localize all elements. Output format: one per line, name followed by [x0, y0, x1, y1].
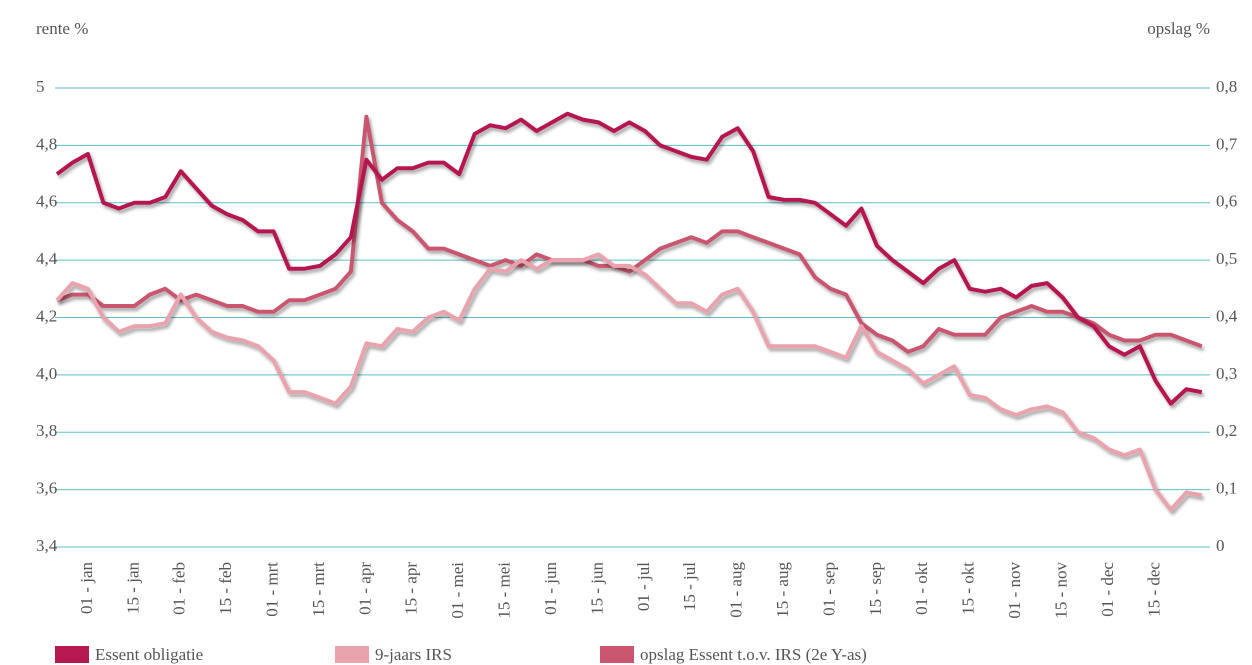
y-tick-label: 4,2: [36, 306, 57, 325]
y-tick-label: 5: [36, 77, 45, 96]
x-tick-label: 15 - dec: [1144, 562, 1163, 617]
line-series: [55, 111, 1203, 406]
x-tick-label: 01 - jul: [634, 562, 653, 611]
line-series: [55, 252, 1203, 512]
x-tick-label: 01 - mei: [448, 562, 467, 619]
x-tick-label: 01 - feb: [170, 562, 189, 615]
x-tick-label: 15 - mei: [495, 562, 514, 619]
x-tick-label: 01 - sep: [819, 562, 838, 616]
x-tick-label: 01 - apr: [355, 562, 374, 615]
y2-tick-label: 0,5: [1216, 249, 1237, 268]
x-tick-label: 15 - feb: [216, 562, 235, 615]
x-tick-label: 01 - mrt: [262, 562, 281, 617]
legend-label: opslag Essent t.o.v. IRS (2e Y-as): [640, 645, 867, 664]
x-tick-label: 15 - jan: [123, 562, 142, 614]
x-tick-label: 15 - aug: [773, 562, 792, 618]
x-tick-label: 01 - aug: [727, 562, 746, 618]
y2-tick-label: 0,6: [1216, 192, 1237, 211]
line-series: [56, 114, 1203, 354]
y2-tick-label: 0,2: [1216, 421, 1237, 440]
x-tick-label: 15 - mrt: [309, 562, 328, 617]
y2-tick-label: 0,1: [1216, 479, 1237, 498]
x-tick-label: 01 - okt: [912, 562, 931, 615]
x-tick-label: 15 - jun: [587, 562, 606, 615]
x-tick-label: 15 - nov: [1051, 562, 1070, 619]
y-tick-label: 3,6: [36, 479, 57, 498]
x-tick-label: 15 - jul: [680, 562, 699, 611]
legend-label: 9-jaars IRS: [375, 645, 452, 664]
y-tick-label: 4,6: [36, 192, 57, 211]
x-tick-label: 15 - apr: [402, 562, 421, 615]
x-tick-label: 15 - sep: [866, 562, 885, 616]
y2-tick-label: 0,3: [1216, 364, 1237, 383]
x-tick-label: 01 - nov: [1005, 562, 1024, 619]
y-tick-label: 3,8: [36, 421, 57, 440]
legend-swatch: [335, 646, 369, 663]
y-tick-label: 3,4: [36, 536, 58, 555]
y-tick-label: 4,4: [36, 249, 58, 268]
y2-tick-label: 0,4: [1216, 306, 1238, 325]
x-tick-label: 01 - dec: [1098, 562, 1117, 617]
y2-tick-label: 0,8: [1216, 77, 1237, 96]
y2-tick-label: 0: [1216, 536, 1225, 555]
legend-label: Essent obligatie: [95, 645, 203, 664]
x-tick-label: 01 - jan: [77, 562, 96, 614]
legend-swatch: [55, 646, 89, 663]
y-axis-title: rente %: [36, 19, 88, 38]
y-tick-label: 4,8: [36, 134, 57, 153]
y2-tick-label: 0,7: [1216, 134, 1238, 153]
y2-axis-title: opslag %: [1147, 19, 1210, 38]
x-tick-label: 01 - jun: [541, 562, 560, 615]
x-tick-label: 15 - okt: [959, 562, 978, 615]
legend-swatch: [600, 646, 634, 663]
y-tick-label: 4,0: [36, 364, 57, 383]
